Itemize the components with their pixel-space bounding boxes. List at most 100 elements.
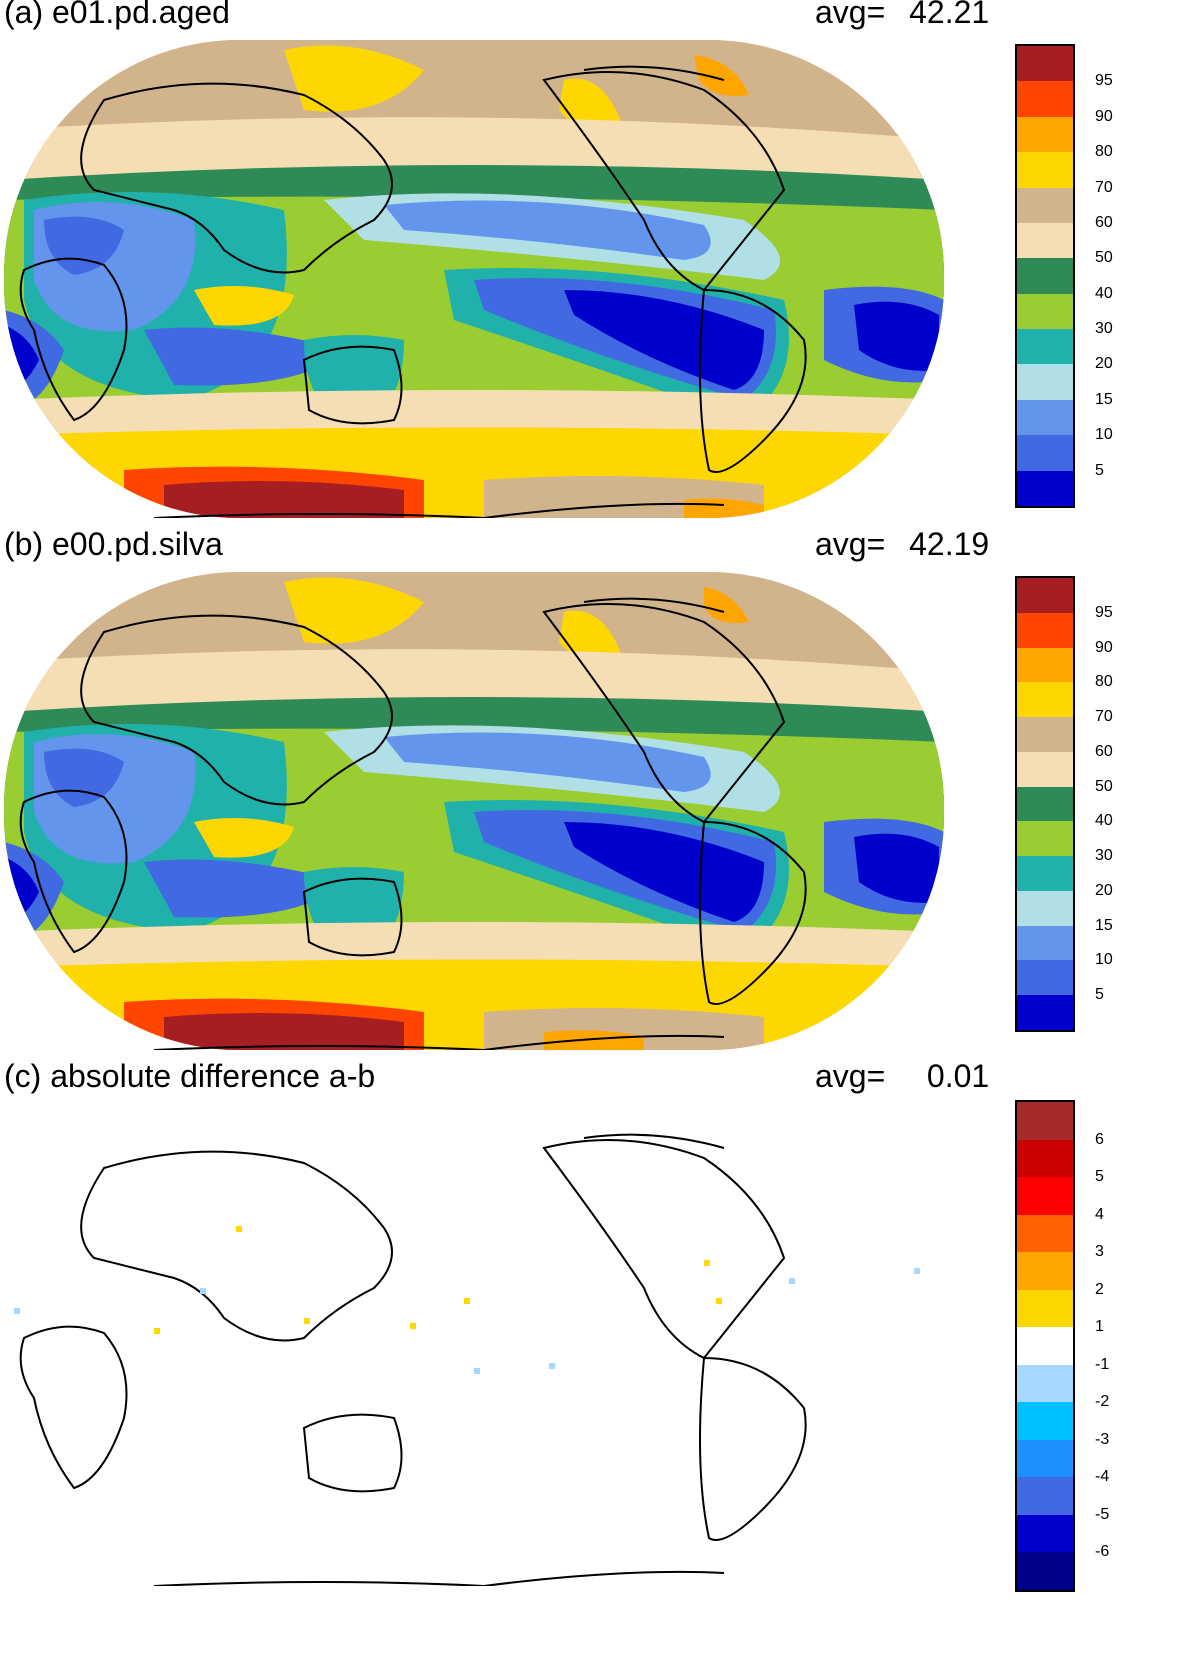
field-layer [4, 40, 944, 518]
colorbar-label: 10 [1095, 951, 1113, 969]
colorbar-label: 70 [1095, 178, 1113, 196]
colorbar-label: 5 [1095, 461, 1104, 479]
colorbar-label: 60 [1095, 742, 1113, 760]
colorbar-swatch [1017, 682, 1073, 718]
colorbar-label: 50 [1095, 249, 1113, 267]
colorbar-swatch [1017, 470, 1073, 506]
panel-title: (b) e00.pd.silva [4, 526, 223, 562]
colorbar-swatch [1017, 1402, 1073, 1440]
colorbar-swatch [1017, 258, 1073, 294]
colorbar-label: 50 [1095, 777, 1113, 795]
coastlines [19, 65, 807, 518]
avg-label: avg= [815, 1058, 886, 1094]
panel-average: avg= 42.19 [815, 526, 989, 563]
colorbar-swatch [1017, 1514, 1073, 1553]
colorbar-swatch [1017, 293, 1073, 329]
difference-cells [14, 1226, 920, 1374]
colorbar-label: 70 [1095, 708, 1113, 726]
panel-average: avg= 42.21 [815, 0, 989, 31]
colorbar-label: -1 [1095, 1355, 1110, 1373]
colorbar-label: 20 [1095, 881, 1113, 899]
panel-average: avg= 0.01 [815, 1058, 989, 1095]
avg-label: avg= [815, 0, 886, 30]
panel-a: (a) e01.pd.aged avg= 42.21 [0, 0, 1183, 520]
map-field [14, 1133, 920, 1586]
colorbar-swatch [1017, 1252, 1073, 1290]
avg-value: 0.01 [926, 1058, 990, 1094]
colorbar-swatch [1017, 81, 1073, 117]
colorbar-label: 15 [1095, 390, 1113, 408]
avg-value: 42.19 [909, 526, 990, 562]
colorbar-swatch [1017, 1364, 1073, 1403]
colorbar-swatch [1017, 612, 1073, 648]
colorbar-label: 5 [1095, 1168, 1104, 1186]
colorbar-label: -3 [1095, 1430, 1110, 1448]
colorbar-swatch [1017, 1439, 1073, 1478]
colorbar-label: 60 [1095, 213, 1113, 231]
colorbar-label: 80 [1095, 143, 1113, 161]
colorbar-swatch [1017, 222, 1073, 259]
colorbar-swatch [1017, 717, 1073, 752]
colorbar-swatch [1017, 152, 1073, 188]
colorbar-label: 2 [1095, 1280, 1104, 1298]
colorbar-label: 4 [1095, 1205, 1104, 1223]
colorbar-label: 40 [1095, 284, 1113, 302]
colorbar-label: 90 [1095, 107, 1113, 125]
colorbar-label: 6 [1095, 1130, 1104, 1148]
panel-title: (a) e01.pd.aged [4, 0, 230, 30]
colorbar-label: 80 [1095, 673, 1113, 691]
colorbar-label: -2 [1095, 1393, 1110, 1411]
colorbar-swatch [1017, 1477, 1073, 1515]
colorbar-swatch [1017, 1139, 1073, 1178]
colorbar-label: 95 [1095, 603, 1113, 621]
colorbar-label: 95 [1095, 72, 1113, 90]
panel-b: (b) e00.pd.silva avg= 42.19 [0, 526, 1183, 1052]
colorbar-label: 1 [1095, 1318, 1104, 1336]
colorbar-label: 30 [1095, 320, 1113, 338]
colorbar-label: 30 [1095, 847, 1113, 865]
colorbar-swatch [1017, 1552, 1073, 1590]
colorbar-swatch [1017, 647, 1073, 683]
avg-value: 42.21 [909, 0, 990, 30]
colorbar-label: -6 [1095, 1543, 1110, 1561]
colorbar-swatch [1017, 1177, 1073, 1215]
panel-c: (c) absolute difference a-b avg= 0.01 [0, 1058, 1183, 1677]
colorbar-swatch [1017, 46, 1073, 82]
colorbar-label: -5 [1095, 1505, 1110, 1523]
colorbar-swatch [1017, 821, 1073, 857]
colorbar-swatch [1017, 995, 1073, 1030]
colorbar-swatches [1015, 1100, 1075, 1592]
colorbar-swatch [1017, 1214, 1073, 1253]
colorbar-label: 3 [1095, 1243, 1104, 1261]
coastlines [19, 597, 807, 1050]
colorbar-label: 40 [1095, 812, 1113, 830]
colorbar-label: 20 [1095, 355, 1113, 373]
colorbar-swatch [1017, 856, 1073, 891]
colorbar-swatch [1017, 116, 1073, 153]
colorbar-swatch [1017, 435, 1073, 471]
colorbar-label: 5 [1095, 986, 1104, 1004]
colorbar-swatches [1015, 576, 1075, 1032]
avg-label: avg= [815, 526, 886, 562]
colorbar-swatch [1017, 187, 1073, 223]
panel-title: (c) absolute difference a-b [4, 1058, 376, 1094]
colorbar-swatch [1017, 890, 1073, 926]
colorbar-swatch [1017, 925, 1073, 961]
colorbar-swatch [1017, 1102, 1073, 1140]
colorbar-swatch [1017, 786, 1073, 822]
map-field [4, 572, 944, 1050]
field-layer [4, 572, 944, 1050]
colorbar-swatch [1017, 578, 1073, 613]
colorbar-swatches [1015, 44, 1075, 508]
colorbar-swatch [1017, 329, 1073, 365]
colorbar-swatch [1017, 1289, 1073, 1328]
colorbar-label: -4 [1095, 1468, 1110, 1486]
colorbar-swatch [1017, 399, 1073, 436]
colorbar-swatch [1017, 1327, 1073, 1365]
coastlines [19, 1133, 807, 1586]
colorbar-label: 15 [1095, 916, 1113, 934]
colorbar-label: 10 [1095, 426, 1113, 444]
colorbar-swatch [1017, 364, 1073, 400]
colorbar-swatch [1017, 960, 1073, 996]
colorbar-label: 90 [1095, 638, 1113, 656]
